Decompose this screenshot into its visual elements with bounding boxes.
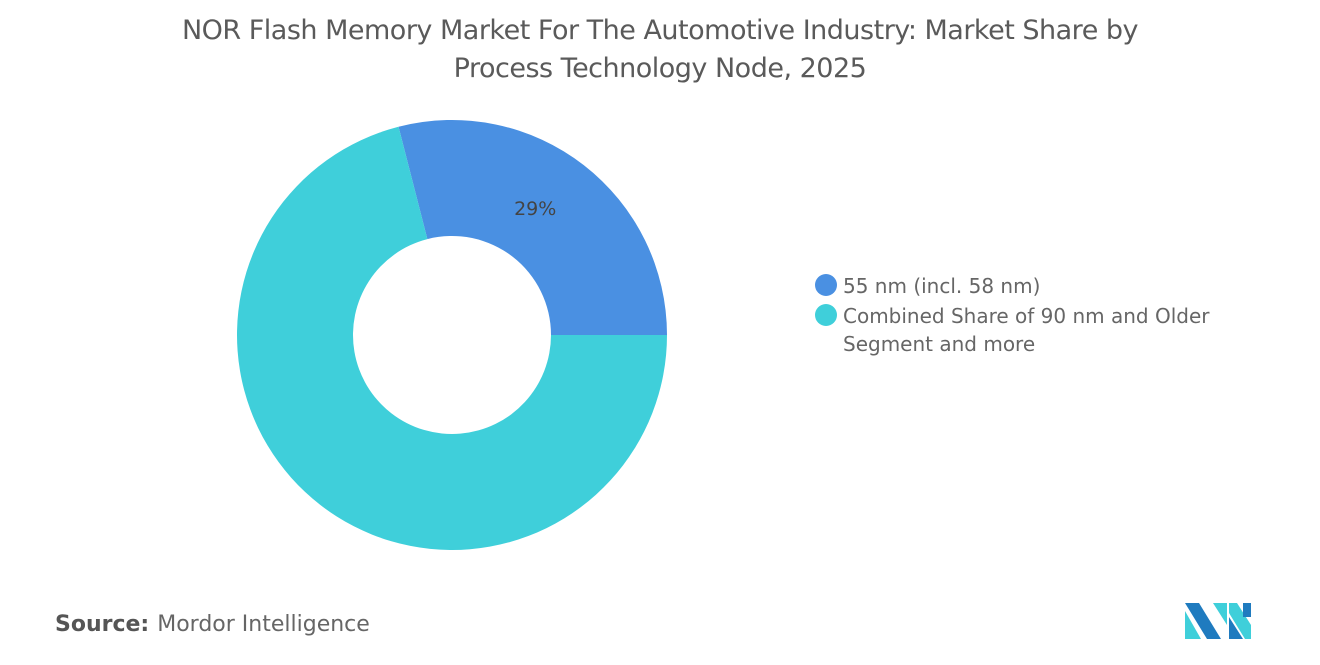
chart-title: NOR Flash Memory Market For The Automoti…: [181, 15, 1139, 84]
source-note: Source: Mordor Intelligence: [55, 612, 370, 637]
legend-label: Combined Share of 90 nm and Older Segmen…: [843, 304, 1210, 356]
legend-swatch: [815, 304, 837, 326]
legend: 55 nm (incl. 58 nm) Combined Share of 90…: [815, 272, 1235, 360]
legend-swatch: [815, 274, 837, 296]
donut-slice: [398, 120, 667, 335]
data-label: 29%: [514, 198, 556, 220]
donut-slice: [237, 126, 668, 551]
legend-item: 55 nm (incl. 58 nm): [815, 272, 1235, 300]
legend-label: 55 nm (incl. 58 nm): [843, 274, 1041, 298]
mordor-intelligence-logo: [1185, 603, 1251, 639]
legend-item: Combined Share of 90 nm and Older Segmen…: [815, 302, 1235, 358]
source-label: Source:: [55, 612, 150, 637]
source-value: Mordor Intelligence: [157, 612, 370, 637]
